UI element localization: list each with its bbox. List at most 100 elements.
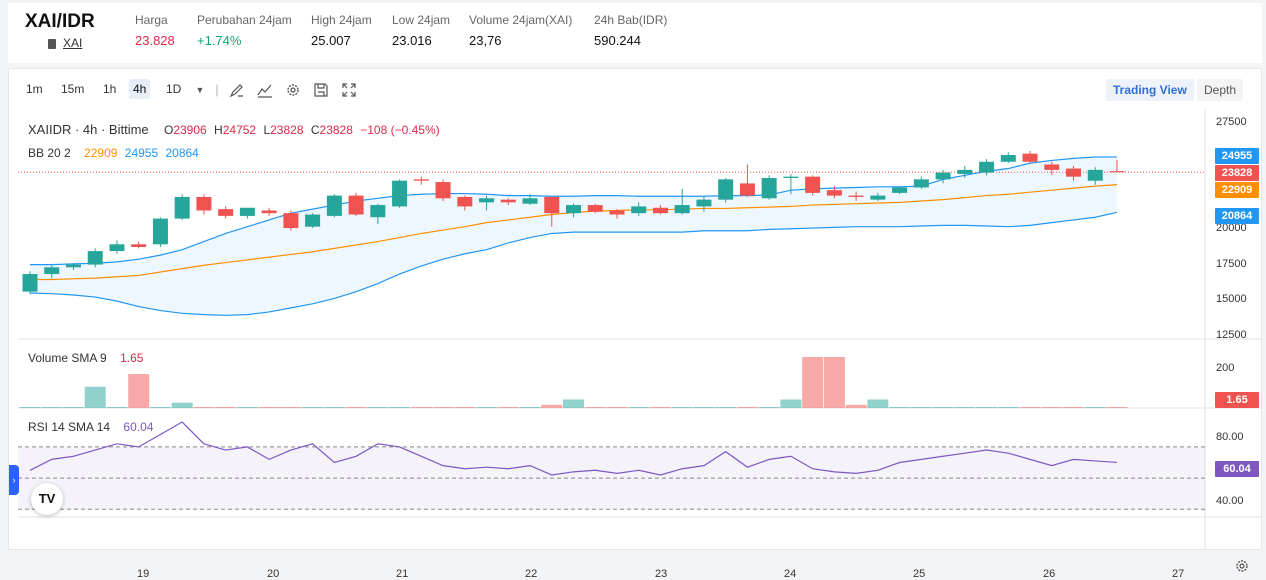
stat-change: Perubahan 24jam +1.74% bbox=[197, 13, 292, 48]
volume-bar bbox=[780, 399, 802, 408]
y-tick: 27500 bbox=[1216, 116, 1247, 128]
tf-15m[interactable]: 15m bbox=[61, 82, 85, 96]
candle-body bbox=[326, 195, 342, 216]
volume-bar bbox=[671, 407, 693, 408]
volume-bar bbox=[628, 407, 650, 408]
volume-bar bbox=[802, 357, 824, 408]
candle-body bbox=[696, 199, 712, 207]
chart-toolbar: 1m 15m 1h 4h 1D ▼ | Trading View Depth bbox=[9, 69, 1261, 109]
candle-body bbox=[1022, 153, 1038, 162]
volume-bar bbox=[758, 407, 780, 408]
bb-band-fill bbox=[30, 156, 1117, 316]
x-tick: 21 bbox=[396, 568, 409, 580]
volume-bar bbox=[497, 407, 519, 408]
candle-body bbox=[435, 182, 451, 199]
stat-high: High 24jam 25.007 bbox=[311, 13, 372, 48]
x-tick: 19 bbox=[137, 568, 150, 580]
tf-1m[interactable]: 1m bbox=[26, 82, 43, 96]
tf-1d[interactable]: 1D bbox=[166, 82, 182, 96]
volume-bar bbox=[410, 407, 432, 408]
candle-body bbox=[22, 274, 38, 292]
candle-body bbox=[870, 195, 886, 200]
volume-bar bbox=[323, 407, 345, 408]
toolbar-divider: | bbox=[215, 82, 219, 97]
volume-bar bbox=[258, 407, 280, 408]
volume-bar bbox=[997, 407, 1019, 408]
volume-bar bbox=[976, 407, 998, 408]
coin-icon bbox=[48, 39, 56, 49]
volume-bar bbox=[106, 407, 128, 408]
volume-bar bbox=[1106, 407, 1128, 408]
volume-bar bbox=[171, 402, 193, 408]
candle-body bbox=[457, 196, 473, 207]
volume-bar bbox=[541, 404, 563, 408]
candle-body bbox=[848, 195, 864, 197]
rsi-tick: 80.00 bbox=[1216, 431, 1244, 443]
volume-bar bbox=[867, 399, 889, 408]
candle-body bbox=[761, 178, 777, 199]
stat-low: Low 24jam 23.016 bbox=[392, 13, 451, 48]
volume-bar bbox=[1041, 407, 1063, 408]
volume-bar bbox=[1063, 407, 1085, 408]
candle-body bbox=[1087, 169, 1103, 181]
gear-icon[interactable] bbox=[1234, 558, 1250, 574]
trading-view-button[interactable]: Trading View bbox=[1106, 79, 1194, 101]
volume-bar bbox=[519, 407, 541, 408]
candle-body bbox=[218, 209, 234, 216]
volume-bar bbox=[932, 407, 954, 408]
candle-body bbox=[65, 264, 81, 268]
side-panel-toggle-icon[interactable]: › bbox=[9, 465, 19, 495]
volume-bar bbox=[345, 407, 367, 408]
candle-body bbox=[783, 176, 799, 178]
candle-body bbox=[935, 172, 951, 180]
volume-bar bbox=[128, 374, 150, 408]
tf-1h[interactable]: 1h bbox=[103, 82, 117, 96]
candle-body bbox=[957, 169, 973, 174]
depth-button[interactable]: Depth bbox=[1197, 79, 1244, 101]
stat-price: Harga 23.828 bbox=[135, 13, 175, 48]
gear-icon[interactable] bbox=[285, 82, 301, 98]
candle-body bbox=[609, 210, 625, 215]
chevron-down-icon[interactable]: ▼ bbox=[195, 85, 205, 95]
volume-bar bbox=[823, 357, 845, 408]
candle-body bbox=[1000, 155, 1016, 162]
draw-pen-icon[interactable] bbox=[229, 82, 245, 98]
y-tick: 17500 bbox=[1216, 258, 1247, 270]
chart-plot[interactable]: XAIIDR · 4h · Bittime O23906 H24752 L238… bbox=[18, 109, 1262, 580]
volume-bar bbox=[193, 407, 215, 408]
candle-body bbox=[674, 205, 690, 214]
volume-bar bbox=[367, 407, 389, 408]
bb-lower-price-box: 20864 bbox=[1215, 208, 1259, 224]
fullscreen-icon[interactable] bbox=[341, 82, 357, 98]
y-tick: 12500 bbox=[1216, 329, 1247, 341]
candle-body bbox=[152, 218, 168, 245]
bb-upper-price-box: 24955 bbox=[1215, 148, 1259, 164]
volume-bar bbox=[845, 404, 867, 408]
volume-price-box: 1.65 bbox=[1215, 392, 1259, 408]
coin-link[interactable]: XAI bbox=[63, 36, 83, 50]
indicator-icon[interactable] bbox=[257, 82, 273, 98]
x-tick: 22 bbox=[525, 568, 538, 580]
volume-bar bbox=[889, 407, 911, 408]
candle-body bbox=[631, 206, 647, 214]
bb-lower-line bbox=[29, 211, 1118, 316]
volume-bar bbox=[954, 407, 976, 408]
volume-bar bbox=[649, 407, 671, 408]
candle-body bbox=[826, 190, 842, 196]
volume-bar bbox=[389, 407, 411, 408]
rsi-tick: 40.00 bbox=[1216, 495, 1244, 507]
x-tick: 20 bbox=[267, 568, 280, 580]
volume-bar bbox=[302, 407, 324, 408]
candle-body bbox=[500, 199, 516, 203]
x-tick: 23 bbox=[655, 568, 668, 580]
candle-body bbox=[739, 183, 755, 196]
save-icon[interactable] bbox=[313, 82, 329, 98]
candle-body bbox=[587, 205, 603, 212]
candle-body bbox=[1066, 168, 1082, 177]
bb-legend: BB 20 2 22909 24955 20864 bbox=[28, 146, 199, 160]
rsi-legend: RSI 14 SMA 14 60.04 bbox=[28, 420, 154, 434]
tf-4h[interactable]: 4h bbox=[129, 79, 151, 99]
chart-svg bbox=[18, 109, 1262, 550]
y-tick: 20000 bbox=[1216, 222, 1247, 234]
tradingview-logo-icon: TV bbox=[31, 483, 63, 515]
